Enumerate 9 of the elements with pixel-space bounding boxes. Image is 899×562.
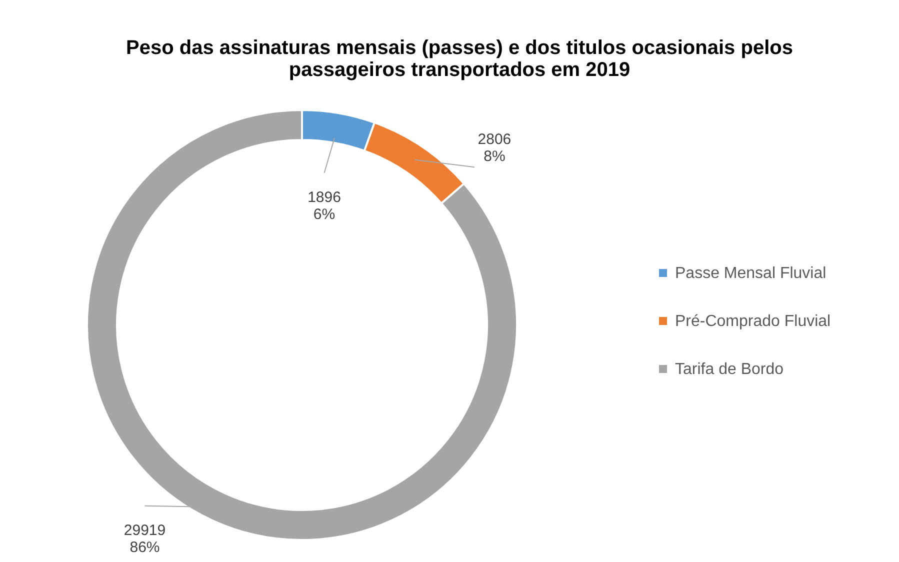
text: passageiros transportados em 2019 [288, 59, 630, 81]
data-label: 29919 86% [124, 522, 166, 556]
legend-label: Pré-Comprado Fluvial [675, 313, 831, 330]
data-label: 1896 6% [308, 188, 341, 223]
legend-label: Tarifa de Bordo [675, 361, 784, 378]
text: Peso das assinaturas mensais (passes) e dos titulos ocasionais pelos [126, 37, 793, 59]
legend-label: Passe Mensal Fluvial [675, 265, 826, 282]
data-label: 2806 8% [478, 131, 512, 166]
donut-slice [86, 109, 518, 541]
